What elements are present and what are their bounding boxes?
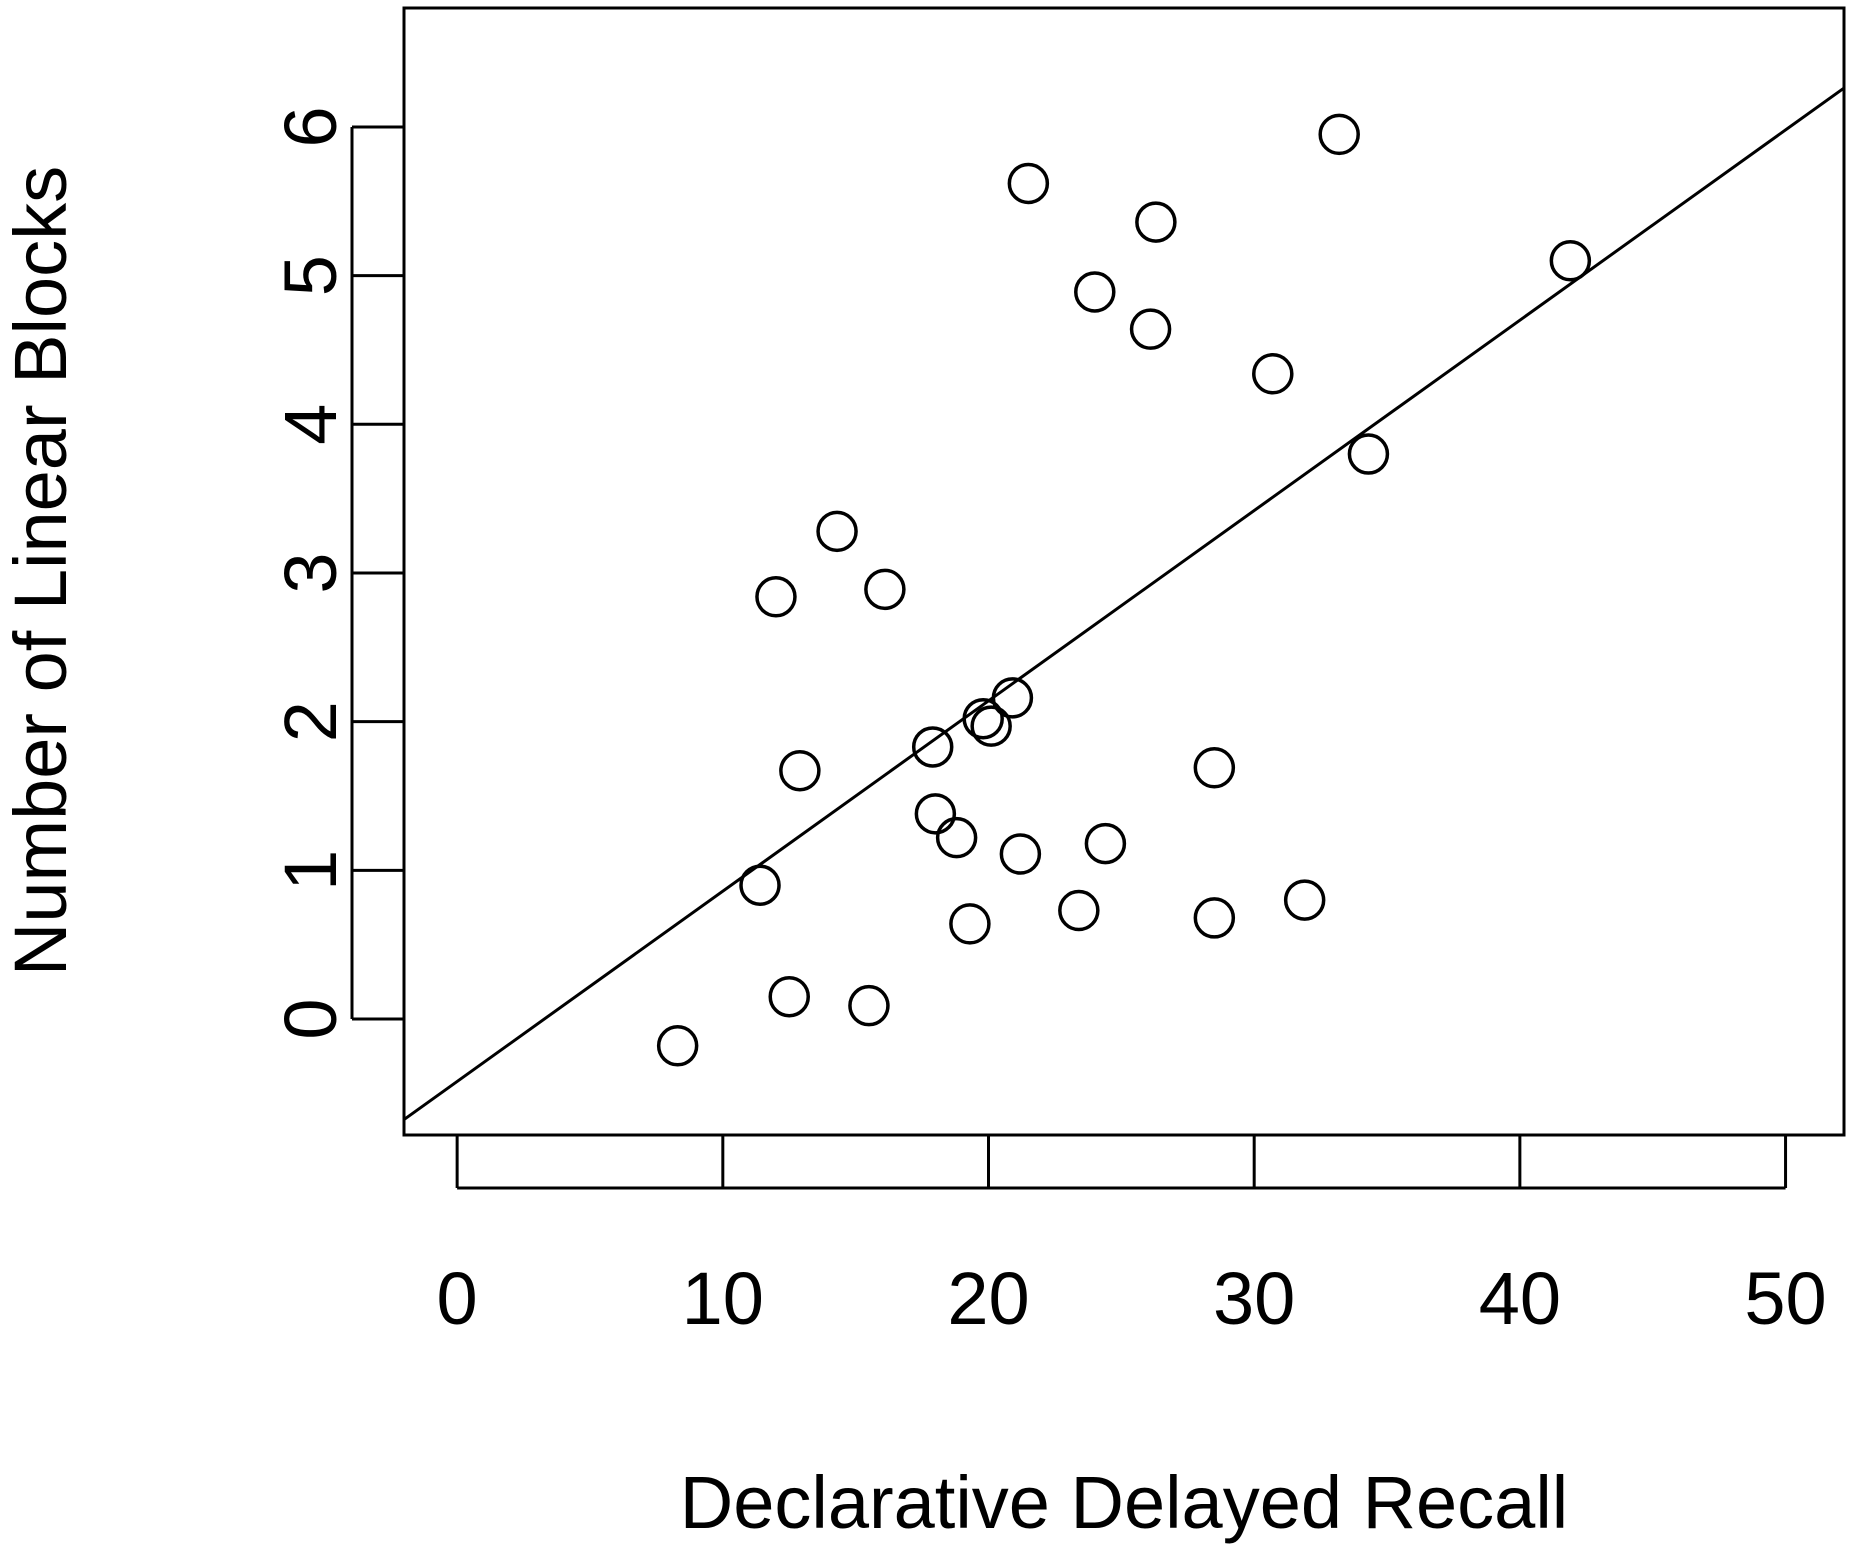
data-point	[816, 510, 858, 553]
data-point	[962, 697, 1004, 740]
y-tick-label: 3	[269, 552, 352, 593]
data-point	[1193, 747, 1236, 789]
data-point	[914, 793, 957, 835]
x-axis-title: Declarative Delayed Recall	[680, 1461, 1568, 1544]
data-point	[1193, 897, 1236, 939]
x-tick-label: 50	[1744, 1257, 1826, 1340]
data-point	[864, 568, 906, 611]
data-point	[1283, 879, 1326, 921]
data-point	[1135, 201, 1177, 243]
x-tick-label: 20	[947, 1257, 1029, 1340]
y-tick-label: 0	[269, 998, 352, 1039]
data-point	[1129, 308, 1172, 350]
data-point	[1347, 433, 1390, 475]
y-tick-label: 1	[269, 850, 352, 891]
data-point	[739, 864, 781, 906]
x-tick-label: 40	[1479, 1257, 1561, 1340]
data-point	[848, 984, 890, 1027]
y-tick-label: 6	[269, 106, 352, 147]
x-tick-label: 30	[1213, 1257, 1295, 1340]
x-tick-label: 10	[682, 1257, 764, 1340]
data-point	[755, 576, 797, 618]
data-point	[911, 726, 954, 768]
data-points	[656, 113, 1592, 1067]
data-point	[1074, 271, 1116, 313]
y-axis: 0 1 2 3 4 5 6	[269, 106, 404, 1040]
data-point	[1549, 240, 1592, 282]
data-point	[1252, 353, 1294, 395]
y-tick-label: 2	[269, 701, 352, 742]
data-point	[991, 677, 1034, 719]
data-point	[935, 816, 978, 859]
data-point	[1058, 889, 1100, 932]
data-point	[1318, 113, 1360, 156]
data-point	[949, 903, 991, 945]
regression-line	[403, 86, 1845, 1121]
data-point	[768, 975, 810, 1018]
data-point	[1007, 162, 1050, 205]
x-tick-label: 0	[437, 1257, 478, 1340]
y-tick-label: 5	[269, 255, 352, 296]
data-point	[999, 833, 1042, 875]
data-point	[970, 705, 1012, 747]
x-axis: 0 10 20 30 40 50	[437, 1135, 1827, 1340]
data-point	[656, 1025, 699, 1067]
y-axis-title: Number of Linear Blocks	[0, 166, 82, 976]
data-point	[779, 749, 821, 792]
data-point	[1084, 822, 1127, 865]
y-tick-label: 4	[269, 404, 352, 445]
